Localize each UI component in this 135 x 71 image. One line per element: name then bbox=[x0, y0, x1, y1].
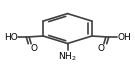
Text: O: O bbox=[97, 44, 104, 53]
Text: NH$_2$: NH$_2$ bbox=[58, 50, 77, 63]
Text: OH: OH bbox=[118, 33, 131, 42]
Text: O: O bbox=[31, 44, 38, 53]
Text: HO: HO bbox=[4, 33, 17, 42]
